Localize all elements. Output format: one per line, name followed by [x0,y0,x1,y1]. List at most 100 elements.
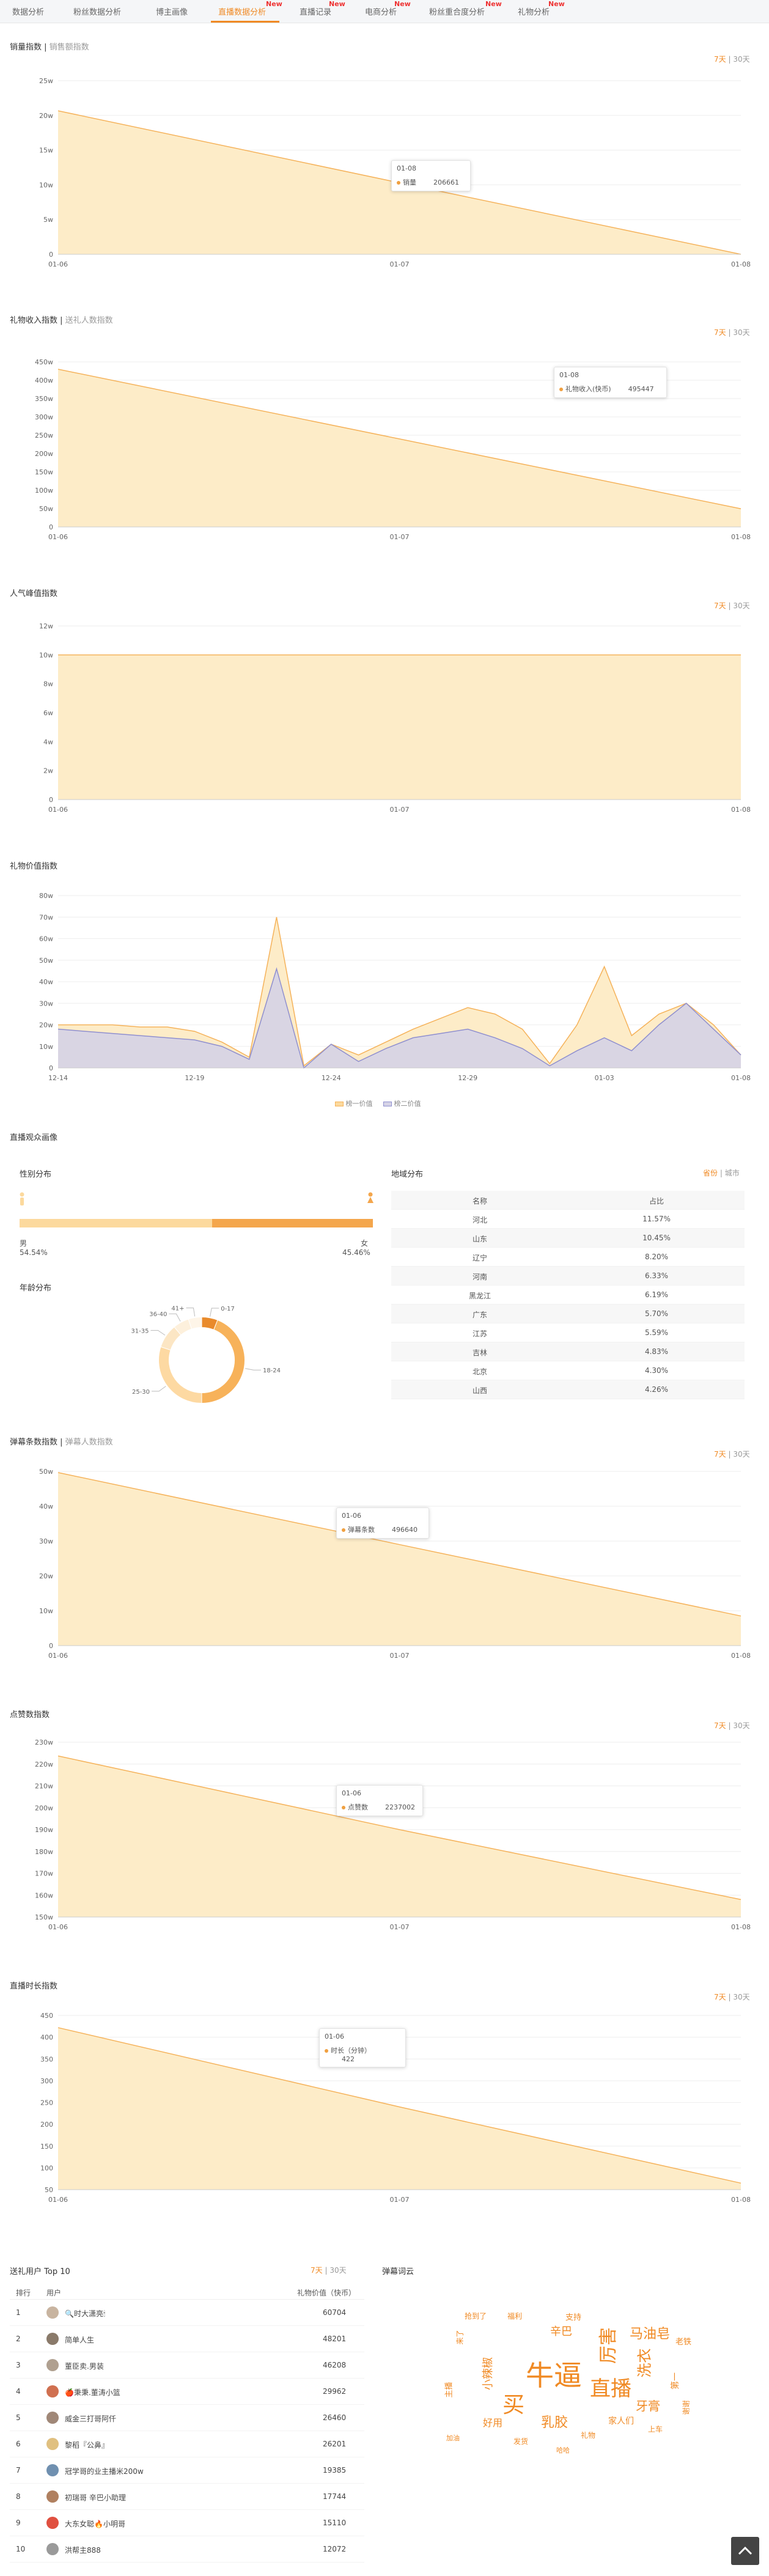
male-icon [20,1192,24,1205]
legend-swatch-second [383,1102,392,1106]
user-rank: 6 [16,2440,21,2448]
word-cloud-word: 好用 [483,2417,503,2429]
series-area [58,968,741,1068]
user-name[interactable]: 董臣卖.男装 [65,2362,104,2371]
table-row[interactable]: 2 简单人生 48201 [10,2326,364,2352]
user-name[interactable]: 洪帮主888 [65,2546,101,2555]
likes-range-toggle[interactable]: 7天 | 30天 [714,1721,750,1730]
word-cloud-word: 厉害 [598,2327,619,2364]
user-name[interactable]: 威金三打哥阿仟 [65,2415,117,2423]
male-label: 男 [20,1239,28,1248]
tab-gift-analysis[interactable]: New 礼物分析 [518,0,565,17]
user-rank: 4 [16,2387,21,2396]
x-tick-label: 01-06 [48,1652,68,1660]
gift-income-range-toggle[interactable]: 7天 | 30天 [714,328,750,337]
gift-value: 26460 [323,2413,347,2422]
series-line [57,2027,741,2184]
age-slice[interactable] [188,1316,202,1330]
y-tick-label: 15w [39,147,53,155]
table-row[interactable]: 8 初瑞哥 辛巴小助理 17744 [10,2484,364,2510]
age-slice[interactable] [158,1346,202,1404]
back-to-top-button[interactable] [731,2537,759,2565]
word-cloud-word: 谢谢 [682,2400,691,2415]
word-cloud-word: 哈哈 [556,2446,570,2454]
x-tick-label: 01-08 [731,1074,751,1082]
avatar[interactable] [46,2333,59,2345]
avatar[interactable] [46,2306,59,2319]
table-row[interactable]: 7 冠学哥的业主播米200w 19385 [10,2457,364,2484]
user-name[interactable]: 大东女聪🔥小明哥 [65,2520,125,2528]
tab-ecommerce[interactable]: New 电商分析 [365,0,411,17]
sales-range-toggle[interactable]: 7天 | 30天 [714,55,750,64]
age-slice[interactable] [201,1319,245,1404]
region-name: 江苏 [472,1330,487,1338]
table-row[interactable]: 9 大东女聪🔥小明哥 15110 [10,2510,364,2536]
y-tick-label: 20w [39,112,53,120]
x-tick-label: 01-08 [731,806,751,814]
tab-fans-overlap[interactable]: New 粉丝重合度分析 [429,0,502,17]
region-name: 北京 [472,1367,487,1376]
gift-income-subtitle-toggle[interactable]: 送礼人数指数 [65,316,113,325]
avatar[interactable] [46,2412,59,2424]
y-tick-label: 80w [39,892,53,900]
user-name[interactable]: 🔍时大潇亮🕯 [65,2309,106,2318]
table-row[interactable]: 1 🔍时大潇亮🕯 60704 [10,2300,364,2326]
user-name[interactable]: 冠学哥的业主播米200w [65,2467,144,2476]
new-badge: New [266,0,282,8]
user-name[interactable]: 初瑞哥 辛巴小助理 [65,2493,126,2502]
word-cloud-word: 家人们 [608,2416,634,2426]
avatar[interactable] [46,2543,59,2555]
y-tick-label: 25w [39,77,53,85]
region-toggle[interactable]: 省份 | 城市 [703,1169,740,1177]
chevron-up-icon [738,2546,752,2555]
table-row[interactable]: 5 威金三打哥阿仟 26460 [10,2405,364,2431]
y-tick-label: 4w [43,738,53,746]
y-tick-label: 400w [35,377,53,385]
region-pct: 4.26% [644,1385,669,1394]
word-cloud-word: 来了 [455,2330,465,2345]
region-name: 山西 [472,1386,487,1395]
region-name: 山东 [472,1235,487,1243]
avatar[interactable] [46,2438,59,2450]
table-row[interactable]: 4 🍎秉秉.董涛小篮 29962 [10,2379,364,2405]
tab-data-analysis[interactable]: 数据分析 [12,8,45,17]
tab-fans-analysis[interactable]: 粉丝数据分析 [73,8,122,17]
user-name[interactable]: 简单人生 [65,2336,95,2344]
user-name[interactable]: 🍎秉秉.董涛小篮 [65,2388,120,2397]
word-cloud-word: 买 [502,2393,525,2418]
avatar[interactable] [46,2385,59,2398]
sales-subtitle-toggle[interactable]: 销售额指数 [49,43,89,52]
word-cloud: 牛逼买 直播 厉害 洗衣 马油皂 牙膏 辛巴 小辣椒 好用 乳胶 支持 来了 第一 老铁 主播 福利 家人们 礼物… [434,2298,703,2464]
tab-blogger-portrait[interactable]: 博主画像 [156,8,188,17]
x-tick-label: 01-07 [390,1652,410,1660]
avatar[interactable] [46,2517,59,2529]
female-label: 女 [361,1239,369,1248]
word-cloud-word: 小辣椒 [482,2357,495,2390]
tab-live-analysis[interactable]: New 直播数据分析 [218,0,282,17]
avatar[interactable] [46,2359,59,2371]
region-name: 河南 [472,1273,487,1281]
region-pct: 10.45% [642,1234,671,1242]
barrage-range-toggle[interactable]: 7天 | 30天 [714,1450,750,1459]
male-pct: 54.54% [20,1248,48,1257]
popularity-range-toggle[interactable]: 7天 | 30天 [714,602,750,610]
user-rank: 7 [16,2466,21,2475]
y-tick-label: 150 [40,2143,53,2151]
legend-first[interactable]: 榜一价值 [345,1100,373,1108]
table-row[interactable]: 3 董臣卖.男装 46208 [10,2352,364,2379]
top-users-range-toggle[interactable]: 7天 | 30天 [311,2266,347,2275]
duration-range-toggle[interactable]: 7天 | 30天 [714,1993,750,2001]
table-row[interactable]: 10 洪帮主888 12072 [10,2536,364,2563]
avatar[interactable] [46,2464,59,2476]
table-row[interactable]: 6 黎稻『公鼻』 26201 [10,2431,364,2457]
avatar[interactable] [46,2490,59,2503]
barrage-subtitle-toggle[interactable]: 弹幕人数指数 [65,1438,113,1447]
female-icon [367,1192,373,1203]
tab-live-records[interactable]: New 直播记录 [300,0,345,17]
y-tick-label: 220w [35,1761,53,1768]
user-name[interactable]: 黎稻『公鼻』 [65,2441,109,2449]
y-tick-label: 50 [45,2186,53,2194]
series-area [58,369,741,527]
word-cloud-word: 牙膏 [636,2399,660,2413]
legend-second[interactable]: 榜二价值 [394,1100,421,1108]
